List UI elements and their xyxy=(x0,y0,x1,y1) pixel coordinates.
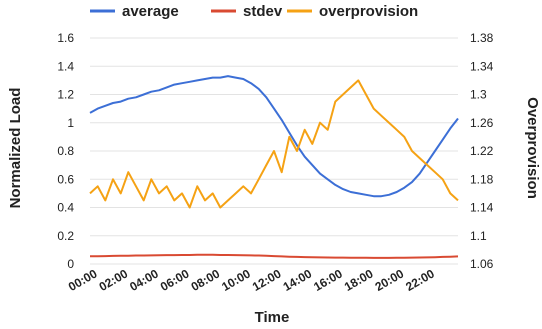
right-y-axis-title: Overprovision xyxy=(524,97,541,199)
y-tick-left: 0.4 xyxy=(57,201,74,215)
x-tick: 10:00 xyxy=(219,266,253,294)
x-tick: 06:00 xyxy=(158,266,192,294)
series-line-overprovision xyxy=(89,79,459,209)
x-tick: 16:00 xyxy=(311,266,345,294)
series-line-average xyxy=(89,75,459,198)
y-tick-left: 0 xyxy=(67,257,74,271)
left-y-axis-title: Normalized Load xyxy=(7,88,24,209)
legend: average stdev overprovision xyxy=(90,3,418,20)
y-tick-left: 1.2 xyxy=(57,88,74,102)
x-tick: 08:00 xyxy=(189,266,223,294)
y-tick-left: 0.6 xyxy=(57,172,74,186)
y-tick-left: 0.8 xyxy=(57,144,74,158)
y-tick-right: 1.1 xyxy=(470,229,487,243)
x-tick: 12:00 xyxy=(250,266,284,294)
y-tick-left: 1.6 xyxy=(57,31,74,45)
y-tick-right: 1.26 xyxy=(470,116,494,130)
y-tick-left: 1.4 xyxy=(57,59,74,73)
y-tick-right: 1.06 xyxy=(470,257,494,271)
x-tick: 18:00 xyxy=(342,266,376,294)
right-y-axis-ticks: 1.06 1.1 1.14 1.18 1.22 1.26 1.3 1.34 1.38 xyxy=(470,31,494,271)
x-axis-title: Time xyxy=(255,309,290,326)
legend-label-average: average xyxy=(122,3,179,20)
left-y-axis-ticks: 0 0.2 0.4 0.6 0.8 1 1.2 1.4 1.6 xyxy=(57,31,74,271)
x-tick: 14:00 xyxy=(281,266,315,294)
series-lines xyxy=(89,75,459,259)
y-tick-right: 1.3 xyxy=(470,88,487,102)
y-tick-right: 1.14 xyxy=(470,201,494,215)
y-tick-right: 1.18 xyxy=(470,172,494,186)
y-tick-right: 1.22 xyxy=(470,144,494,158)
x-tick: 20:00 xyxy=(373,266,407,294)
legend-label-overprovision: overprovision xyxy=(319,3,418,20)
legend-label-stdev: stdev xyxy=(243,3,283,20)
y-tick-left: 0.2 xyxy=(57,229,74,243)
y-tick-right: 1.34 xyxy=(470,59,494,73)
x-tick: 22:00 xyxy=(403,266,437,294)
x-axis-ticks: 00:0002:0004:0006:0008:0010:0012:0014:00… xyxy=(66,266,437,294)
series-line-stdev xyxy=(90,253,459,259)
y-tick-right: 1.38 xyxy=(470,31,494,45)
x-tick: 02:00 xyxy=(97,266,131,294)
y-tick-left: 1 xyxy=(67,116,74,130)
x-tick: 04:00 xyxy=(127,266,161,294)
